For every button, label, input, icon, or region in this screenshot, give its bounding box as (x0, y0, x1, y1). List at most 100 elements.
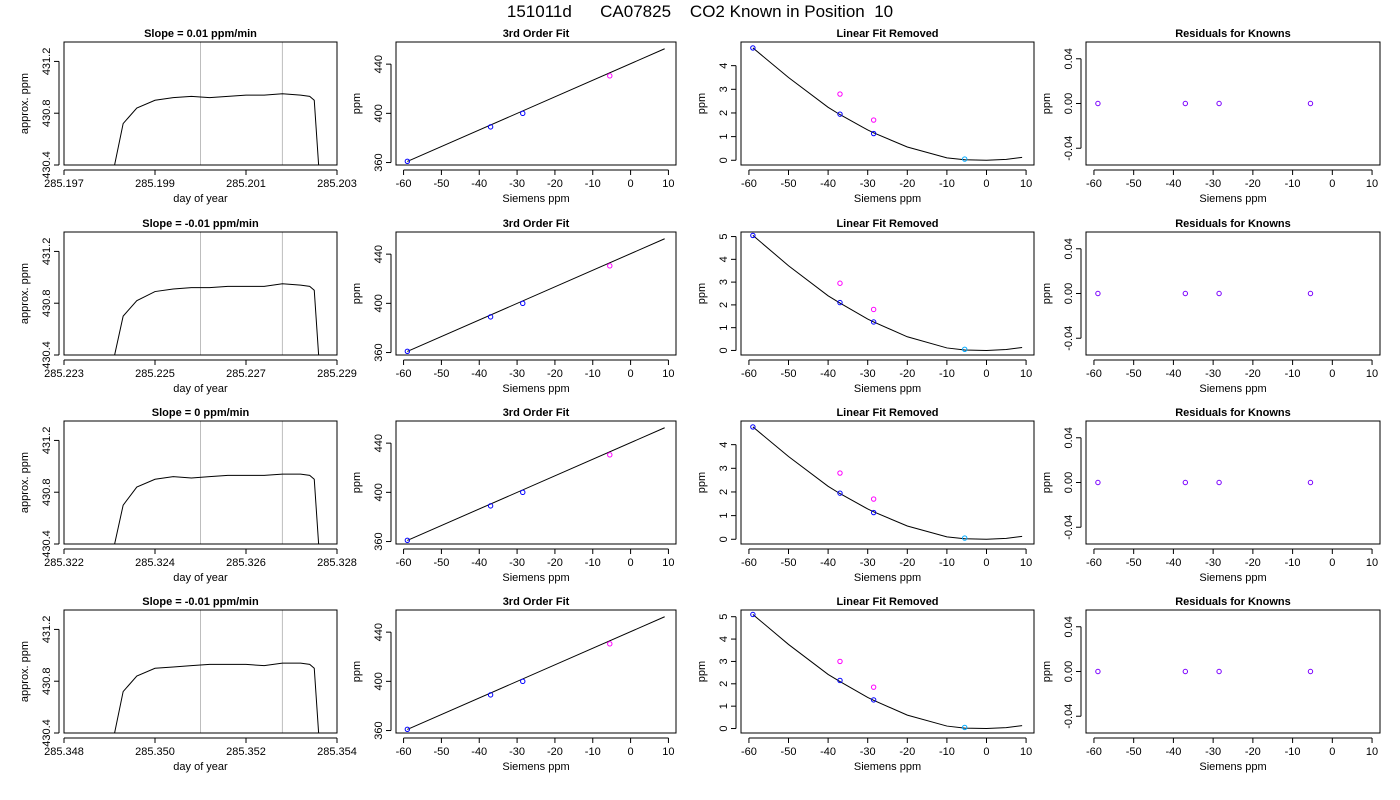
x-tick-label: 0 (983, 368, 989, 380)
x-tick-label: 0 (1329, 368, 1335, 380)
y-tick-label: 360 (373, 721, 385, 739)
data-point (870, 509, 877, 516)
y-tick-label: 0.00 (1063, 472, 1075, 493)
series-line (114, 283, 320, 355)
y-tick-label: 400 (373, 294, 385, 312)
x-tick-label: -40 (1165, 746, 1181, 758)
chart-panel: Slope = -0.01 ppm/min 285.348 285.350 285.3… (19, 596, 357, 773)
plot-frame (1085, 41, 1381, 166)
x-tick-label: -40 (820, 178, 836, 190)
y-tick-label: 430.8 (41, 667, 53, 695)
chart-title: Linear Fit Removed (836, 407, 938, 419)
chart-panel: Slope = 0 ppm/min 285.322 285.324 285.326 28… (19, 407, 357, 584)
chart-title: Residuals for Knowns (1175, 218, 1291, 230)
data-point (870, 306, 877, 313)
data-point (870, 684, 877, 690)
chart-title: 3rd Order Fit (503, 28, 570, 40)
y-tick-label: 430.4 (41, 341, 53, 369)
fit-curve (407, 238, 665, 352)
chart-title: 3rd Order Fit (503, 218, 570, 230)
data-point (837, 299, 843, 306)
x-tick-label: -50 (433, 178, 449, 190)
data-point (1095, 668, 1101, 675)
y-tick-label: 4 (718, 256, 730, 262)
chart-title: Slope = -0.01 ppm/min (142, 596, 259, 608)
data-point (962, 156, 968, 162)
chart-title: Residuals for Knowns (1175, 28, 1291, 40)
data-point (1307, 290, 1314, 297)
x-tick-label: -10 (939, 368, 955, 380)
y-tick-label: 0 (718, 157, 730, 163)
y-tick-label: 0 (718, 725, 730, 731)
x-tick-label: -20 (899, 557, 915, 569)
chart-panel: 3rd Order Fit -60 -50 -40 -30 -20 -10 0 10 Siemen… (351, 596, 677, 773)
chart-title: Residuals for Knowns (1175, 407, 1291, 419)
x-tick-label: 0 (1329, 557, 1335, 569)
x-tick-label: 0 (983, 746, 989, 758)
x-tick-label: -50 (433, 368, 449, 380)
y-axis-label: approx. ppm (19, 263, 31, 324)
y-tick-label: 400 (373, 104, 385, 122)
x-tick-label: -10 (1285, 746, 1301, 758)
y-tick-label: 3 (718, 279, 730, 285)
data-point (607, 641, 613, 647)
chart-title: Slope = 0 ppm/min (152, 407, 250, 419)
x-tick-label: 0 (1329, 746, 1335, 758)
x-axis-label: Siemens ppm (1199, 572, 1266, 584)
chart-panel: Linear Fit Removed-60 -50 -40 -30 -20 -10 0 10S… (696, 596, 1035, 773)
x-tick-label: -10 (585, 557, 601, 569)
x-tick-label: -20 (547, 557, 563, 569)
plot-frame (1085, 609, 1381, 734)
x-tick-label: -10 (1285, 557, 1301, 569)
data-point (1216, 668, 1222, 675)
data-layer (750, 45, 1023, 162)
data-layer (750, 232, 1023, 353)
x-tick-label: -50 (1126, 746, 1142, 758)
x-tick-label: 285.328 (317, 557, 357, 569)
x-tick-label: -50 (781, 178, 797, 190)
y-tick-label: 360 (373, 343, 385, 361)
x-tick-label: -60 (396, 557, 412, 569)
data-point (837, 280, 843, 286)
data-point (1182, 100, 1189, 107)
data-point (404, 158, 411, 165)
y-axis-label: ppm (351, 283, 363, 304)
x-tick-label: -40 (471, 178, 487, 190)
y-tick-label: 0.04 (1063, 616, 1075, 637)
data-point (1095, 100, 1101, 107)
data-point (1216, 290, 1222, 297)
x-tick-label: -60 (1086, 746, 1102, 758)
x-tick-label: -30 (1205, 557, 1221, 569)
data-point (962, 724, 968, 731)
plot-frame (1085, 420, 1381, 545)
series-line (114, 662, 320, 733)
data-point (1307, 100, 1314, 107)
y-tick-label: 0.04 (1063, 427, 1075, 448)
y-tick-label: 4 (718, 442, 730, 448)
x-tick-label: -30 (1205, 746, 1221, 758)
y-tick-label: 430.4 (41, 530, 53, 558)
x-tick-label: -10 (585, 178, 601, 190)
x-axis-label: Siemens ppm (854, 193, 921, 205)
chart-panel: Linear Fit Removed-60 -50 -40 -30 -20 -10 0 10S… (696, 407, 1035, 584)
x-axis-label: Siemens ppm (1199, 193, 1266, 205)
x-tick-label: 0 (628, 178, 634, 190)
y-tick-label: -0.04 (1063, 515, 1075, 540)
y-tick-label: 1 (718, 134, 730, 140)
data-point (1095, 290, 1101, 297)
chart-panel: Residuals for Knowns -60 -50 -40 -30 -20 -10 0 1… (1041, 218, 1381, 395)
y-tick-label: 0.00 (1063, 283, 1075, 304)
x-tick-label: -50 (433, 557, 449, 569)
chart-panel: Linear Fit Removed-60 -50 -40 -30 -20 -10 0 10S… (696, 28, 1035, 205)
x-tick-label: -20 (1245, 368, 1261, 380)
data-layer (404, 427, 665, 544)
x-tick-label: 10 (662, 178, 674, 190)
x-tick-label: -20 (1245, 178, 1261, 190)
y-tick-label: 0.04 (1063, 48, 1075, 69)
x-tick-label: 285.203 (317, 178, 357, 190)
x-tick-label: -30 (1205, 178, 1221, 190)
y-tick-label: 430.8 (41, 478, 53, 506)
x-axis-label: Siemens ppm (1199, 761, 1266, 773)
chart-panel: Slope = 0.01 ppm/min 285.197 285.199 285.20… (19, 28, 357, 205)
x-tick-label: 285.197 (44, 178, 84, 190)
